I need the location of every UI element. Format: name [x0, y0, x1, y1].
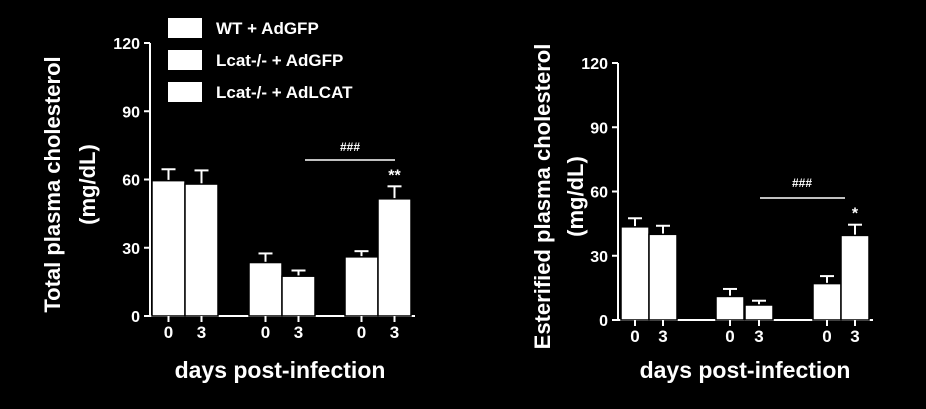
- x-tick-label: 0: [725, 327, 734, 346]
- legend-label: Lcat-/- + AdGFP: [216, 51, 343, 70]
- bar: [744, 304, 774, 321]
- bar: [840, 234, 870, 321]
- x-tick-label: 0: [630, 327, 639, 346]
- y-axis-label: Total plasma cholesterol: [40, 56, 65, 312]
- y-axis-label: (mg/dL): [563, 156, 588, 237]
- x-tick-label: 3: [294, 323, 303, 342]
- bar: [620, 226, 650, 321]
- y-tick-label: 90: [122, 104, 140, 121]
- bar: [151, 179, 186, 317]
- legend-swatch: [168, 50, 202, 70]
- y-tick-label: 60: [590, 185, 608, 202]
- y-tick-label: 0: [599, 313, 608, 330]
- x-tick-label: 0: [822, 327, 831, 346]
- annotation: **: [388, 167, 401, 184]
- x-tick-label: 0: [261, 323, 270, 342]
- legend-swatch: [168, 82, 202, 102]
- bar: [715, 295, 745, 321]
- x-tick-label: 0: [164, 323, 173, 342]
- y-tick-label: 120: [581, 56, 608, 73]
- bar: [812, 282, 842, 321]
- bar: [281, 275, 316, 317]
- x-tick-label: 3: [754, 327, 763, 346]
- y-tick-label: 120: [113, 36, 140, 53]
- y-tick-label: 60: [122, 173, 140, 190]
- legend-swatch: [168, 18, 202, 38]
- x-tick-label: 0: [357, 323, 366, 342]
- x-axis-label: days post-infection: [175, 357, 386, 383]
- x-axis-label: days post-infection: [640, 357, 851, 383]
- legend-label: Lcat-/- + AdLCAT: [216, 83, 353, 102]
- x-tick-label: 3: [658, 327, 667, 346]
- legend-label: WT + AdGFP: [216, 19, 319, 38]
- bar: [248, 261, 283, 317]
- y-axis-label: (mg/dL): [75, 144, 100, 225]
- y-tick-label: 0: [131, 309, 140, 326]
- bar: [344, 256, 379, 317]
- bar: [184, 183, 219, 317]
- bar: [648, 233, 678, 321]
- annotation: *: [852, 206, 859, 223]
- y-tick-label: 30: [590, 249, 608, 266]
- annotation: ###: [792, 176, 812, 190]
- annotation: ###: [340, 140, 360, 154]
- bar: [377, 198, 412, 317]
- y-axis-label: Esterified plasma cholesterol: [530, 44, 555, 350]
- x-tick-label: 3: [197, 323, 206, 342]
- y-tick-label: 90: [590, 120, 608, 137]
- x-tick-label: 3: [850, 327, 859, 346]
- y-tick-label: 30: [122, 241, 140, 258]
- x-tick-label: 3: [390, 323, 399, 342]
